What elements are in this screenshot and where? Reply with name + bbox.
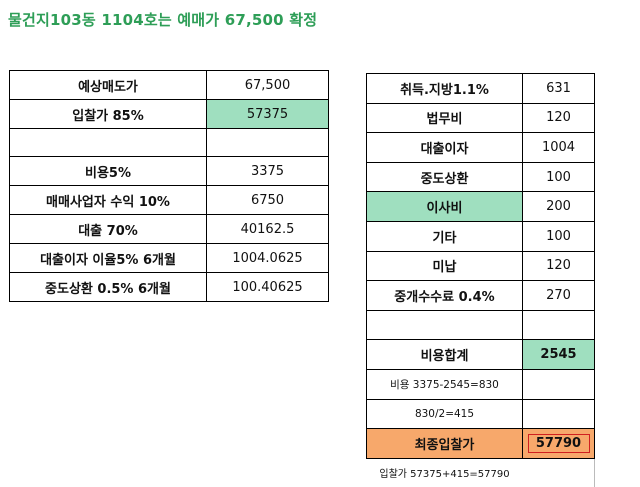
table-row: 법무비 120 xyxy=(366,103,595,134)
early-repayment-value[interactable]: 100 xyxy=(522,162,595,193)
final-bid-value[interactable]: 57790 xyxy=(522,428,595,459)
loan-value[interactable]: 40162.5 xyxy=(206,214,329,244)
page-title: 물건지103동 1104호는 예매가 67,500 확정 xyxy=(8,11,318,29)
empty-cell[interactable] xyxy=(9,128,207,157)
early-repayment-value[interactable]: 100.40625 xyxy=(206,272,329,302)
total-cost-label[interactable]: 비용합계 xyxy=(366,339,523,370)
table-row: 대출 70% 40162.5 xyxy=(9,214,329,244)
business-profit-value[interactable]: 6750 xyxy=(206,185,329,215)
table-row: 기타 100 xyxy=(366,221,595,252)
loan-interest-value[interactable]: 1004 xyxy=(522,132,595,163)
table-row xyxy=(9,128,329,157)
table-row: 대출이자 이율5% 6개월 1004.0625 xyxy=(9,243,329,273)
left-calculation-table: 예상매도가 67,500 입찰가 85% 57375 비용5% 3375 매매사… xyxy=(9,70,329,302)
other-cost-label[interactable]: 기타 xyxy=(366,221,523,252)
legal-fee-value[interactable]: 120 xyxy=(522,103,595,134)
table-row: 대출이자 1004 xyxy=(366,132,595,163)
early-repayment-label[interactable]: 중도상환 0.5% 6개월 xyxy=(9,272,207,302)
table-row: 비용 3375-2545=830 xyxy=(366,369,595,400)
other-cost-value[interactable]: 100 xyxy=(522,221,595,252)
table-row: 예상매도가 67,500 xyxy=(9,70,329,100)
table-row: 중도상환 0.5% 6개월 100.40625 xyxy=(9,272,329,302)
expected-sale-price-value[interactable]: 67,500 xyxy=(206,70,329,100)
empty-cell[interactable] xyxy=(206,128,329,157)
final-bid-formula-note[interactable]: 입찰가 57375+415=57790 xyxy=(379,469,510,481)
unpaid-label[interactable]: 미납 xyxy=(366,251,523,282)
half-difference-note[interactable]: 830/2=415 xyxy=(366,399,523,430)
bid-price-label[interactable]: 입찰가 85% xyxy=(9,99,207,129)
table-row: 미납 120 xyxy=(366,251,595,282)
table-row: 입찰가 85% 57375 xyxy=(9,99,329,129)
moving-cost-value[interactable]: 200 xyxy=(522,191,595,222)
loan-interest-value[interactable]: 1004.0625 xyxy=(206,243,329,273)
empty-cell[interactable] xyxy=(366,310,523,341)
brokerage-fee-value[interactable]: 270 xyxy=(522,280,595,311)
empty-cell[interactable] xyxy=(522,310,595,341)
cost-label[interactable]: 비용5% xyxy=(9,156,207,186)
legal-fee-label[interactable]: 법무비 xyxy=(366,103,523,134)
final-bid-label[interactable]: 최종입찰가 xyxy=(366,428,523,459)
business-profit-label[interactable]: 매매사업자 수익 10% xyxy=(9,185,207,215)
bid-price-value[interactable]: 57375 xyxy=(206,99,329,129)
cost-value[interactable]: 3375 xyxy=(206,156,329,186)
table-row: 이사비 200 xyxy=(366,191,595,222)
table-row: 최종입찰가 57790 xyxy=(366,428,595,459)
right-cost-table: 취득.지방1.1% 631 법무비 120 대출이자 1004 중도상환 100… xyxy=(366,73,595,487)
table-row: 중도상환 100 xyxy=(366,162,595,193)
table-row: 830/2=415 xyxy=(366,399,595,430)
total-cost-value[interactable]: 2545 xyxy=(522,339,595,370)
loan-interest-label[interactable]: 대출이자 이율5% 6개월 xyxy=(9,243,207,273)
table-row: 비용5% 3375 xyxy=(9,156,329,186)
table-row: 입찰가 57375+415=57790 xyxy=(367,458,595,487)
empty-cell[interactable] xyxy=(522,399,595,430)
table-row: 취득.지방1.1% 631 xyxy=(366,73,595,104)
acquisition-tax-value[interactable]: 631 xyxy=(522,73,595,104)
acquisition-tax-label[interactable]: 취득.지방1.1% xyxy=(366,73,523,104)
moving-cost-label[interactable]: 이사비 xyxy=(366,191,523,222)
cost-difference-note[interactable]: 비용 3375-2545=830 xyxy=(366,369,523,400)
table-row: 중개수수료 0.4% 270 xyxy=(366,280,595,311)
unpaid-value[interactable]: 120 xyxy=(522,251,595,282)
loan-interest-label[interactable]: 대출이자 xyxy=(366,132,523,163)
expected-sale-price-label[interactable]: 예상매도가 xyxy=(9,70,207,100)
table-row: 비용합계 2545 xyxy=(366,339,595,370)
table-row: 매매사업자 수익 10% 6750 xyxy=(9,185,329,215)
brokerage-fee-label[interactable]: 중개수수료 0.4% xyxy=(366,280,523,311)
table-row xyxy=(366,310,595,341)
loan-label[interactable]: 대출 70% xyxy=(9,214,207,244)
empty-cell[interactable] xyxy=(522,369,595,400)
early-repayment-label[interactable]: 중도상환 xyxy=(366,162,523,193)
empty-cell[interactable] xyxy=(522,458,595,487)
